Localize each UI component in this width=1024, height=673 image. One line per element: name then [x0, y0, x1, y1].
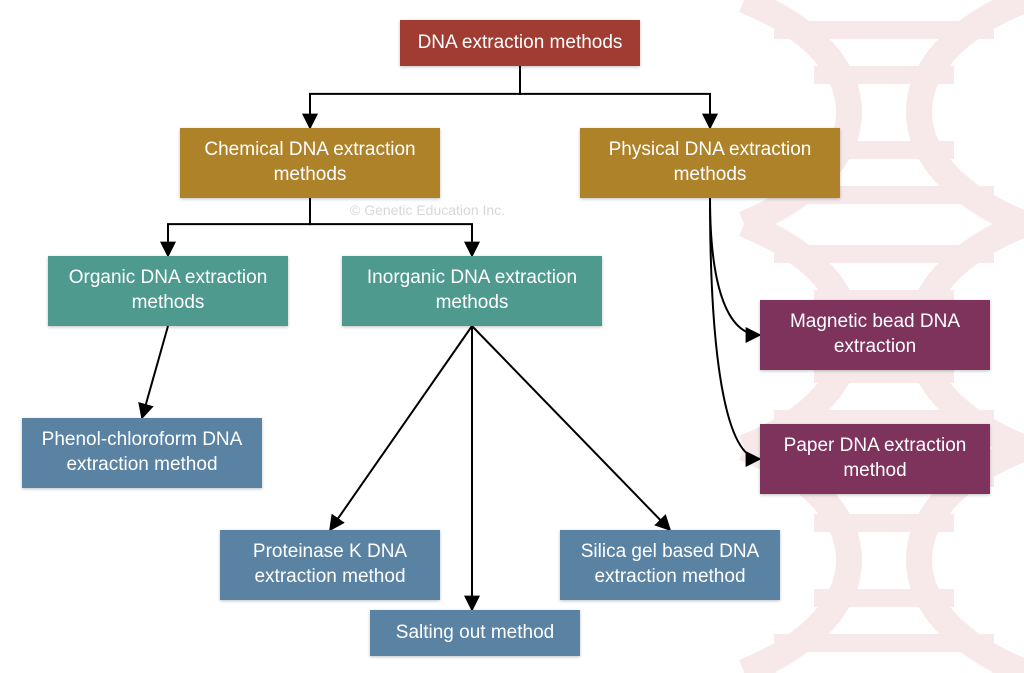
- edge-root-to-chemical: [310, 66, 520, 128]
- edge-inorganic-to-protk: [330, 326, 472, 530]
- edge-inorganic-to-silica: [472, 326, 670, 530]
- node-protk: Proteinase K DNA extraction method: [220, 530, 440, 600]
- node-magnetic: Magnetic bead DNA extraction: [760, 300, 990, 370]
- edge-chemical-to-inorganic: [310, 198, 472, 256]
- edge-chemical-to-organic: [168, 198, 310, 256]
- node-root: DNA extraction methods: [400, 20, 640, 66]
- edge-physical-to-paper: [710, 198, 760, 459]
- watermark: © Genetic Education Inc.: [350, 202, 505, 218]
- edge-physical-to-magnetic: [710, 198, 760, 335]
- node-inorganic: Inorganic DNA extraction methods: [342, 256, 602, 326]
- node-paper: Paper DNA extraction method: [760, 424, 990, 494]
- node-organic: Organic DNA extraction methods: [48, 256, 288, 326]
- edge-organic-to-phenol: [142, 326, 168, 418]
- edge-root-to-physical: [520, 66, 710, 128]
- node-silica: Silica gel based DNA extraction method: [560, 530, 780, 600]
- node-chemical: Chemical DNA extraction methods: [180, 128, 440, 198]
- node-physical: Physical DNA extraction methods: [580, 128, 840, 198]
- node-phenol: Phenol-chloroform DNA extraction method: [22, 418, 262, 488]
- node-salting: Salting out method: [370, 610, 580, 656]
